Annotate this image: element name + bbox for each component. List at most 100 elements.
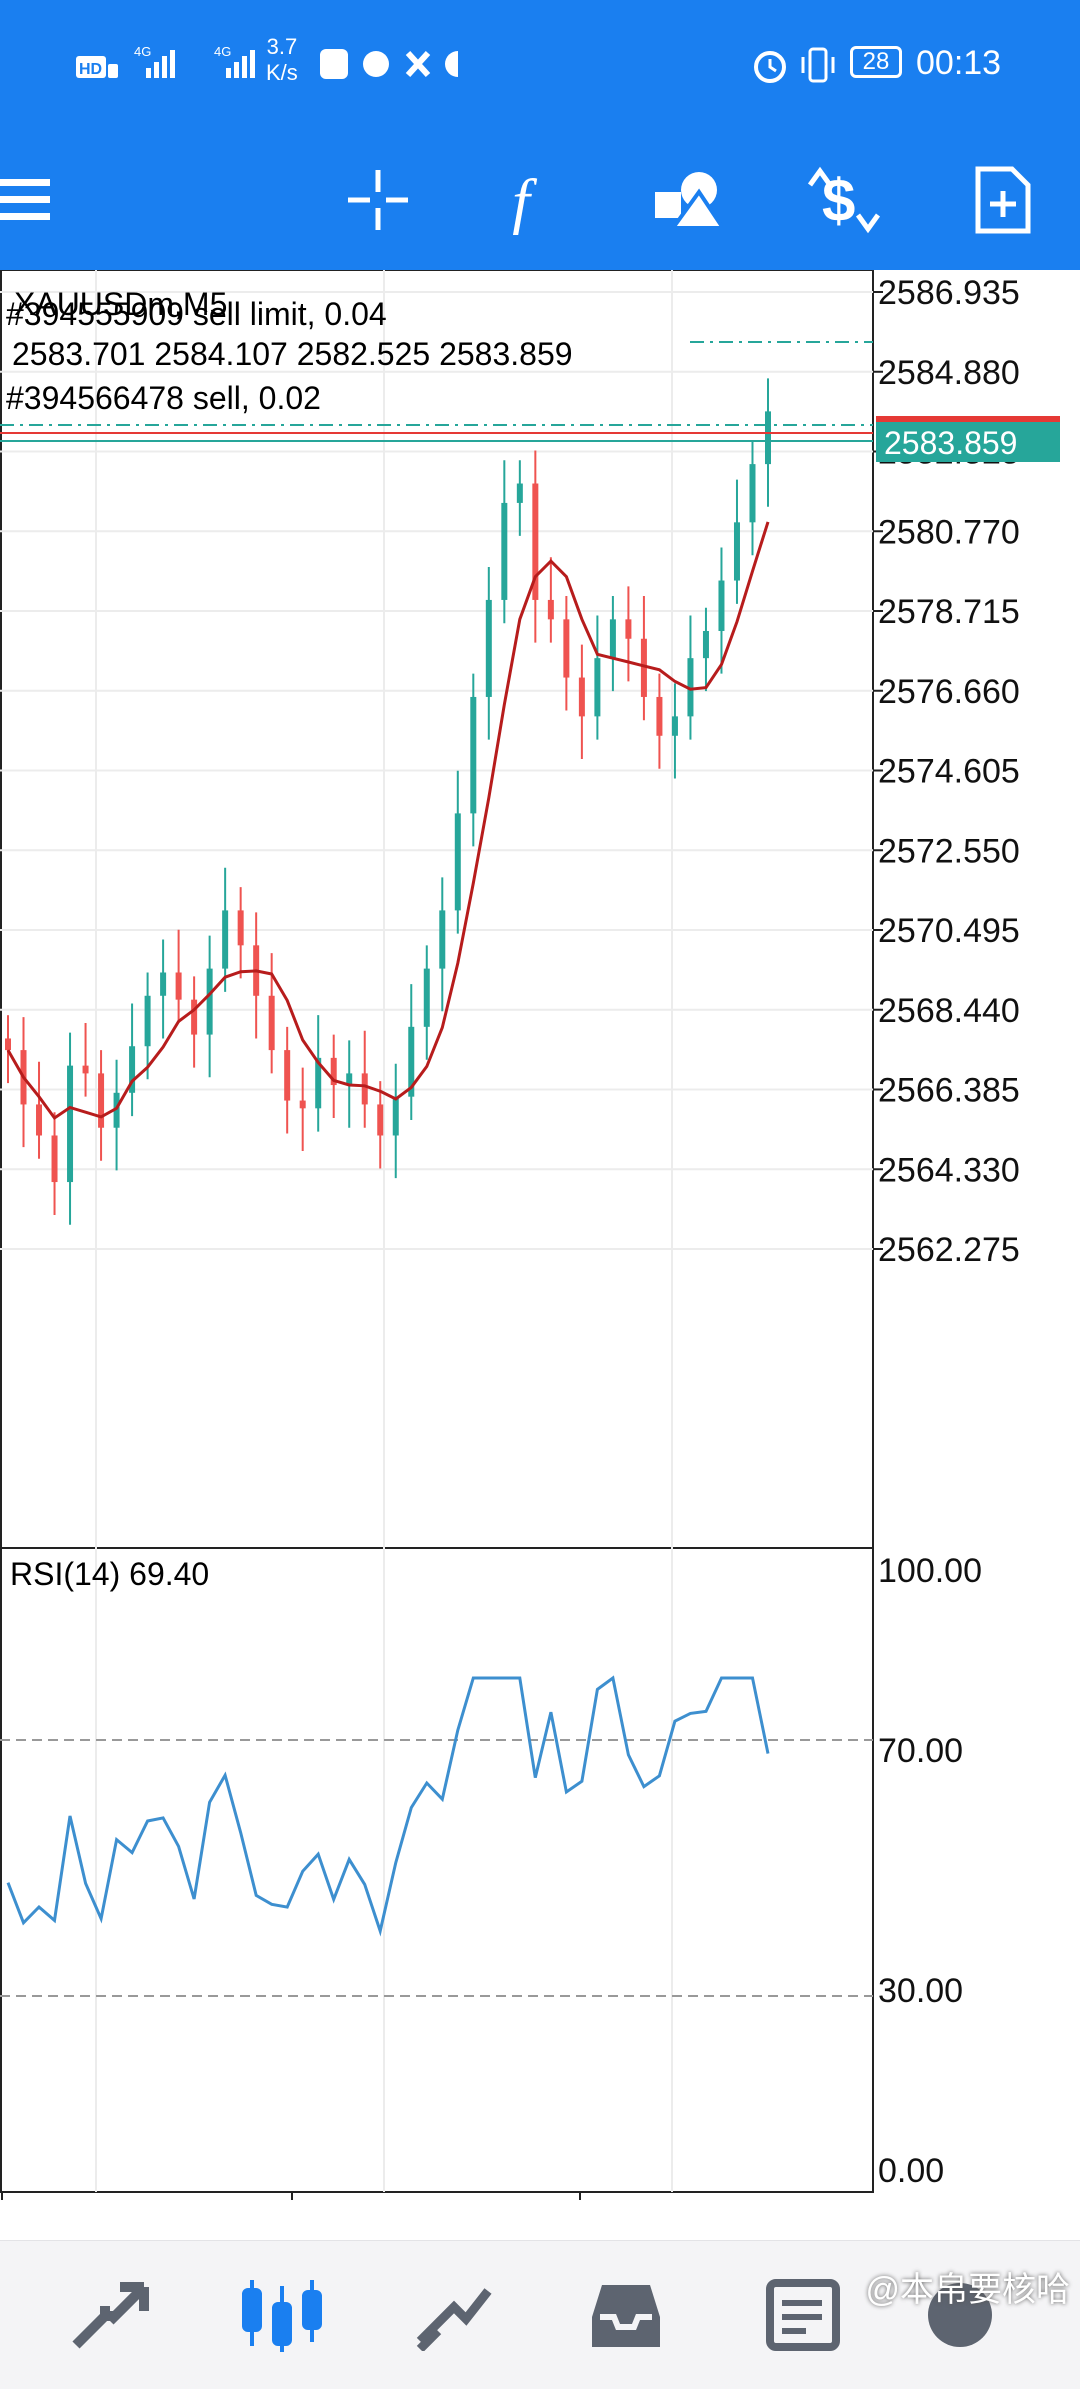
candle-body: [361, 1073, 368, 1105]
nav-trade[interactable]: [404, 2271, 504, 2361]
price-tick-label: 2580.770: [878, 513, 1020, 551]
time-axis-label: 13 Sep 13:30: [580, 2194, 782, 2200]
new-order-button[interactable]: [952, 150, 1052, 250]
net-speed: 3.7 K/s: [266, 34, 298, 85]
candle-body: [67, 1065, 74, 1183]
candle-body: [765, 411, 771, 465]
candle-body: [175, 972, 182, 1000]
trade-dollar-icon: $: [807, 166, 881, 234]
menu-icon: [0, 179, 50, 220]
chat-icon: [928, 2283, 992, 2347]
price-tick-label: 2586.935: [878, 274, 1020, 312]
nav-quotes[interactable]: [60, 2271, 160, 2361]
price-chart[interactable]: 2586.9352584.8802582.8252580.7702578.715…: [0, 270, 1080, 2200]
candle-body: [671, 716, 678, 736]
candle-body: [439, 910, 446, 969]
candle-body: [625, 619, 632, 639]
crosshair-icon: [348, 170, 408, 230]
svg-text:f: f: [512, 166, 538, 235]
objects-button[interactable]: [638, 150, 738, 250]
rsi-tick-label: 30.00: [878, 1972, 963, 2010]
trade-button[interactable]: $: [794, 150, 894, 250]
candle-body: [299, 1100, 306, 1109]
signal-icons: HD 4G 4G: [76, 44, 255, 78]
chart-toolbar: f $: [0, 130, 1080, 270]
candle-body: [578, 677, 585, 717]
candle-body: [423, 968, 430, 1027]
nav-history[interactable]: [576, 2271, 676, 2361]
candle-body: [5, 1038, 11, 1051]
candle-body: [268, 995, 275, 1051]
candle-body: [206, 968, 213, 1035]
nav-news[interactable]: [752, 2271, 852, 2361]
candle-body: [733, 522, 740, 581]
quotes-icon: [72, 2282, 149, 2349]
candle-body: [609, 619, 616, 659]
time-axis-label: 13 Sep 09:30: [292, 2194, 494, 2200]
sell-order-label[interactable]: #394566478 sell, 0.02: [6, 380, 321, 416]
candle-body: [547, 599, 554, 620]
candle-body: [501, 502, 508, 600]
candle-body: [563, 619, 570, 678]
chart-icon: [242, 2280, 322, 2352]
candle-body: [485, 599, 492, 697]
candle-body: [749, 464, 756, 523]
clock: 00:13: [916, 44, 1002, 82]
sell-limit-order-label[interactable]: #394555909 sell limit, 0.04: [6, 296, 387, 332]
svg-text:HD: HD: [79, 61, 102, 78]
candle-body: [98, 1073, 105, 1128]
price-tick-label: 2562.275: [878, 1231, 1020, 1269]
candle-body: [346, 1073, 353, 1086]
candle-body: [532, 483, 539, 600]
candle-body: [222, 910, 229, 969]
nav-chart[interactable]: [232, 2271, 332, 2361]
candle-body: [51, 1135, 58, 1183]
candle-body: [36, 1104, 43, 1136]
candle-body: [687, 658, 694, 717]
candle-body: [191, 999, 198, 1035]
new-order-icon: [975, 166, 1031, 234]
objects-icon: [655, 172, 723, 230]
candle-body: [144, 995, 151, 1047]
candle-body: [656, 696, 663, 736]
candle-body: [702, 630, 709, 659]
candle-body: [718, 580, 725, 631]
ohlc-readout: 2583.701 2584.107 2582.525 2583.859: [12, 336, 573, 372]
trade-icon: [416, 2288, 492, 2351]
status-bar: HD 4G 4G 3.7 K/s 28 00:13: [0, 0, 1080, 130]
chart-area[interactable]: 2586.9352584.8802582.8252580.7702578.715…: [0, 270, 1080, 2200]
indicators-icon: f: [512, 166, 538, 235]
alarm-icon: [754, 51, 786, 83]
candle-body: [330, 1057, 337, 1086]
candle-body: [129, 1046, 136, 1093]
indicators-button[interactable]: f: [482, 150, 582, 250]
symbol-label: XAUUSDm,M5: [14, 286, 228, 322]
candle-body: [284, 1050, 291, 1101]
candle-body: [470, 696, 477, 814]
candle-body: [594, 658, 601, 717]
price-tick-label: 2572.550: [878, 832, 1020, 870]
price-tick-label: 2578.715: [878, 593, 1020, 631]
candle-body: [315, 1057, 322, 1109]
candle-body: [408, 1026, 415, 1097]
rsi-tick-label: 0.00: [878, 2152, 944, 2190]
svg-text:4G: 4G: [134, 44, 151, 59]
candle-body: [113, 1092, 120, 1128]
candle-body: [454, 813, 461, 911]
crosshair-button[interactable]: [328, 150, 428, 250]
news-icon: [766, 2279, 840, 2351]
candle-body: [377, 1104, 384, 1136]
vibrate-icon: [801, 47, 835, 83]
price-tick-label: 2566.385: [878, 1072, 1020, 1110]
current-price-tag: 2583.859: [876, 416, 1060, 462]
nav-chat[interactable]: [910, 2271, 1010, 2361]
history-icon: [592, 2285, 660, 2347]
watermark: @本帛要核哈: [865, 2271, 1070, 2309]
time-axis-label: 13 Sep 05:30: [2, 2194, 204, 2200]
price-tick-label: 2584.880: [878, 354, 1020, 392]
price-tick-label: 2568.440: [878, 992, 1020, 1030]
menu-button[interactable]: [0, 150, 70, 250]
price-tick-label: 2570.495: [878, 912, 1020, 950]
candle-body: [160, 972, 167, 996]
rsi-label: RSI(14) 69.40: [10, 1556, 210, 1592]
